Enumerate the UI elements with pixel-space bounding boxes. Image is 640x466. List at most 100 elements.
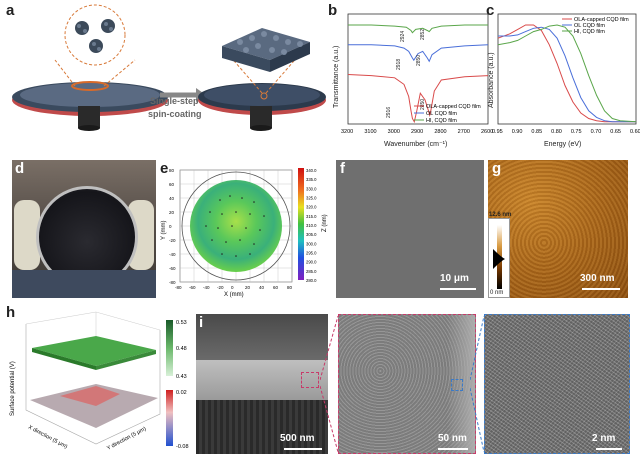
i-connector-red — [320, 315, 339, 453]
e-ctick: 305.0 — [306, 232, 317, 237]
b-ann-2850b: 2850 — [420, 99, 426, 110]
panel-a-schematic: Single-step spin-coating — [12, 4, 326, 131]
qd-zoom-circle — [64, 4, 126, 66]
e-ytick: 20 — [169, 210, 175, 215]
i-scalebar-label-3: 2 nm — [592, 433, 616, 444]
b-xtick: 3100 — [364, 129, 376, 135]
right-substrate — [198, 83, 326, 131]
arrow-text-2: spin-coating — [148, 109, 202, 119]
c-xtick: 0.65 — [610, 129, 621, 135]
b-ann-2850a: 2850 — [416, 55, 422, 66]
e-ylabel: Y (mm) — [161, 220, 167, 240]
h-zlabel: Surface potential (V) — [10, 361, 16, 416]
b-xlabel: Wavenumber (cm⁻¹) — [384, 141, 447, 148]
e-xlabel: X (mm) — [224, 292, 244, 298]
h-colorbar-bottom — [166, 390, 173, 446]
b-series — [347, 24, 489, 124]
e-ctick: 340.0 — [306, 168, 317, 173]
e-xtick: -80 — [175, 285, 182, 290]
panel-b-label: b — [328, 2, 338, 19]
e-xtick: 0 — [231, 285, 234, 290]
e-xtick: 40 — [259, 285, 265, 290]
c-legend-2: OL CQD film — [574, 23, 605, 29]
e-ctick: 280.0 — [306, 278, 317, 283]
e-ytick: 80 — [169, 168, 175, 173]
left-substrate — [12, 81, 168, 131]
c-xtick: 0.60 — [630, 129, 640, 135]
b-xticks: 3200 3100 3000 2900 2800 2700 2600 — [341, 129, 493, 135]
panel-f-label: f — [340, 160, 345, 177]
i-connector-blue — [470, 315, 485, 453]
c-legend: OLA-capped CQD film OL CQD film HI, CQD … — [562, 17, 629, 35]
c-ylabel: Absorbance (a.u.) — [488, 52, 495, 108]
c-xtick: 0.85 — [531, 129, 542, 135]
b-xtick: 3200 — [341, 129, 353, 135]
i-scalebar-1 — [284, 448, 322, 450]
panel-c-chart: Absorbance (a.u.) Energy (eV) 0.95 0.90 0.… — [488, 13, 640, 148]
h-colorbar-top — [166, 320, 173, 376]
panel-a-label: a — [6, 2, 15, 19]
hrtem-lattice — [484, 314, 630, 454]
b-ylabel: Transmittance (a.u.) — [333, 46, 340, 108]
b-legend-3: HI, CQD film — [426, 118, 457, 124]
e-xtick: -40 — [203, 285, 210, 290]
c-xtick: 0.70 — [591, 129, 602, 135]
g-scalebar-label: 300 nm — [580, 273, 615, 284]
measurement-points — [205, 195, 265, 257]
panel-i-label: i — [199, 314, 204, 331]
c-legend-3: HI, CQD film — [574, 29, 605, 35]
e-ctick: 325.0 — [306, 196, 317, 201]
panel-e-map: -80 -60 -40 -20 0 20 40 60 80 80 60 40 20 0 -20 -40 -60… — [161, 168, 328, 298]
b-annotations: 2924 2852 2918 2850 2916 2850 — [386, 29, 426, 118]
h-cb-top-min: 0.43 — [176, 374, 187, 380]
e-ctick: 315.0 — [306, 214, 317, 219]
jeans — [12, 270, 156, 298]
c-xtick: 0.90 — [512, 129, 523, 135]
c-xticks: 0.95 0.90 0.85 0.80 0.75 0.70 0.65 0.60 — [492, 129, 640, 135]
b-ann-2918: 2918 — [396, 59, 402, 70]
e-ytick: 40 — [169, 196, 175, 201]
i-scalebar-3 — [596, 448, 622, 450]
c-series-line-2 — [497, 24, 637, 123]
f-scalebar-label: 10 μm — [440, 273, 469, 284]
e-ctick: 335.0 — [306, 177, 317, 182]
e-yticks: 80 60 40 20 0 -20 -40 -60 -80 — [169, 168, 176, 285]
i-scalebar-label-2: 50 nm — [438, 433, 467, 444]
c-series-line-0 — [497, 24, 636, 123]
sem-cross-section — [196, 314, 328, 454]
b-legend: OLA-capped CQD film OL CQD film HI, CQD … — [414, 104, 481, 124]
e-ctick: 290.0 — [306, 260, 317, 265]
b-series-line-0 — [347, 74, 489, 124]
e-ytick: -40 — [169, 252, 176, 257]
g-height-max: 12.6 nm — [489, 212, 512, 218]
e-ctick: 320.0 — [306, 205, 317, 210]
b-xtick: 2900 — [411, 129, 423, 135]
h-cb-top-max: 0.53 — [176, 320, 187, 326]
c-series — [497, 24, 637, 123]
c-xlabel: Energy (eV) — [544, 141, 581, 148]
arrow-text-1: Single-step — [150, 96, 199, 106]
c-xtick: 0.95 — [492, 129, 503, 135]
b-xtick: 3000 — [388, 129, 400, 135]
b-ann-2852: 2852 — [420, 29, 426, 40]
e-xtick: 20 — [245, 285, 251, 290]
b-xtick: 2700 — [458, 129, 470, 135]
b-ann-2916: 2916 — [386, 107, 392, 118]
b-series-line-2 — [348, 24, 488, 34]
panel-g-label: g — [492, 160, 502, 177]
panel-b-chart: Transmittance (a.u.) Wavenumber (cm⁻¹) 3… — [333, 13, 493, 148]
e-ctick: 300.0 — [306, 241, 317, 246]
left-glove — [14, 200, 40, 270]
h-xlabel: X direction (5 μm) — [27, 424, 68, 450]
e-xticks: -80 -60 -40 -20 0 20 40 60 80 — [175, 285, 293, 290]
c-series-line-1 — [498, 26, 636, 123]
e-ctick: 285.0 — [306, 269, 317, 274]
e-ytick: -60 — [169, 266, 176, 271]
bottom-potential-surface — [30, 384, 158, 428]
c-xtick: 0.80 — [551, 129, 562, 135]
e-ctick: 330.0 — [306, 186, 317, 191]
panel-h-chart: Surface potential (V) X direction (5 μm)… — [10, 311, 189, 452]
b-xtick: 2600 — [481, 129, 493, 135]
e-xtick: -20 — [217, 285, 224, 290]
e-colorbar-ticks: 340.0 335.0 330.0 325.0 320.0 315.0 310.0 305.0… — [306, 168, 317, 283]
